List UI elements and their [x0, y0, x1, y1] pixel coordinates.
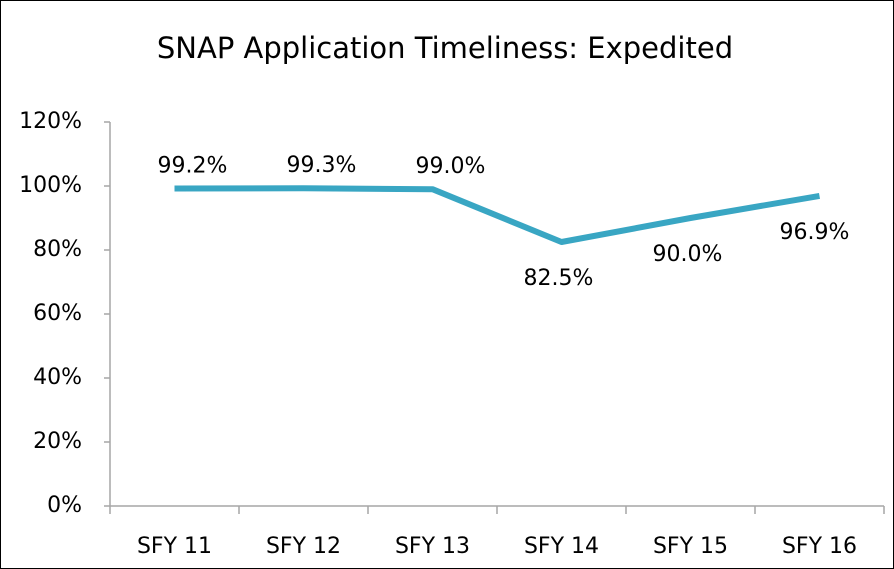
data-label: 99.2% — [158, 154, 228, 179]
data-label: 99.0% — [416, 154, 486, 179]
y-tick-label: 0% — [47, 493, 82, 518]
x-tick-label: SFY 12 — [266, 534, 341, 559]
y-tick-label: 100% — [19, 173, 82, 198]
x-tick-label: SFY 13 — [395, 534, 470, 559]
data-label: 99.3% — [287, 153, 357, 178]
line — [174, 185, 821, 245]
x-tick-label: SFY 15 — [653, 534, 728, 559]
data-label: 90.0% — [653, 242, 723, 267]
y-tick-label: 120% — [19, 109, 82, 134]
y-tick-label: 40% — [33, 365, 82, 390]
y-tick-label: 60% — [33, 301, 82, 326]
data-label: 82.5% — [524, 266, 594, 291]
x-tick-label: SFY 14 — [524, 534, 599, 559]
y-tick-label: 80% — [33, 237, 82, 262]
chart-title: SNAP Application Timeliness: Expedited — [157, 31, 733, 65]
data-label: 96.9% — [780, 220, 850, 245]
y-tick-label: 20% — [33, 429, 82, 454]
x-tick-label: SFY 11 — [137, 534, 212, 559]
x-tick-label: SFY 16 — [782, 534, 857, 559]
